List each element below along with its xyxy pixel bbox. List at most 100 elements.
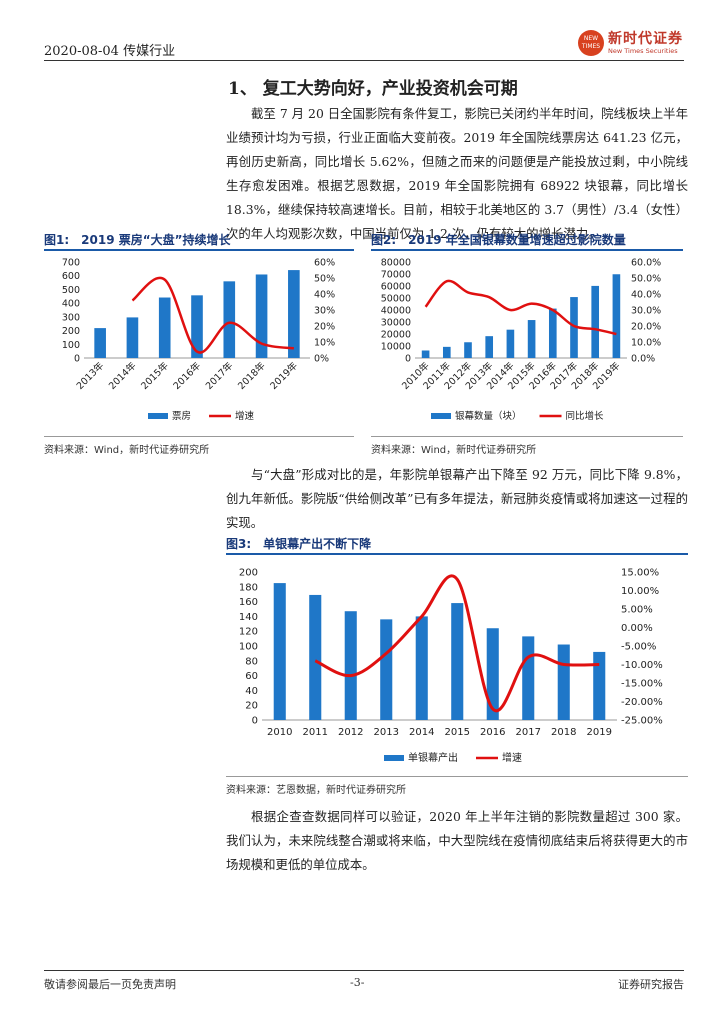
figure-2-rule [371,249,683,251]
growth-line [424,279,617,336]
bar [288,270,300,358]
x-axis-tick-label: 2015年 [139,359,172,392]
figure-3-title: 图3: 单银幕产出不断下降 [226,537,372,551]
x-axis-tick-label: 2019 [587,727,612,738]
legend-bar-swatch [384,755,404,761]
x-axis-tick-label: 2018 [551,727,576,738]
y2-axis-tick-label: 50.0% [631,274,661,285]
bar [485,336,494,358]
x-axis-tick-label: 2014年 [106,359,139,392]
y2-axis-tick-label: 20.0% [631,322,661,333]
bar [486,628,499,720]
y2-axis-tick-label: 40% [314,290,335,301]
bar [158,297,171,358]
y2-axis-tick-label: -5.00% [621,642,656,653]
figure-3-chart: 0 20 40 60 80 100 120 140 160 180 200 -25.00% -20.00… [239,568,663,765]
y-axis-tick-label: 100 [62,340,80,351]
bar [557,644,570,720]
bar [527,320,536,358]
report-industry: 传媒行业 [123,44,176,59]
bar [451,603,464,720]
bar [309,594,322,720]
page-number: -3- [350,976,365,989]
y2-axis-tick-label: -25.00% [621,716,663,727]
growth-line [314,574,600,713]
y2-axis-tick-label: 20% [314,322,335,333]
y-axis-tick-label: 700 [62,258,80,269]
bar [522,636,535,720]
figure-2-title: 图2: 2019 年全国银幕数量增速超过影院数量 [371,233,626,247]
y-axis-tick-label: 60 [245,671,258,682]
x-axis-tick-label: 2013 [374,727,399,738]
report-date: 2020-08-04 [44,44,119,59]
y-axis-tick-label: 200 [62,326,80,337]
bar [255,274,268,358]
y-axis-tick-label: 10000 [381,342,411,353]
bar [380,619,393,720]
x-axis-tick-label: 2011 [303,727,328,738]
legend-bar-label: 票房 [172,410,191,422]
bar [464,342,472,358]
y2-axis-tick-label: 30% [314,306,335,317]
y2-axis-tick-label: 60.0% [631,258,661,269]
growth-line [131,276,295,354]
bar [570,297,578,358]
y2-axis-tick-label: 10.0% [631,338,661,349]
legend-line-label: 增速 [235,410,255,422]
y2-axis-tick-label: 0% [314,354,329,365]
bar [593,651,606,720]
header-divider [44,60,684,61]
y2-axis-tick-label: 0.00% [621,623,653,634]
figure-3-rule [226,553,688,555]
section-title: 1、 复工大势向好，产业投资机会可期 [228,79,518,99]
figure-3-source: 资料来源：艺恩数据，新时代证券研究所 [226,785,406,796]
x-axis-tick-label: 2012 [338,727,363,738]
y-axis-tick-label: 80 [245,656,258,667]
legend-bar-swatch [431,413,451,419]
bar [344,611,357,720]
figure-2-chart: 0100002000030000400005000060000700008000… [381,258,661,423]
x-axis-tick-label: 2016年 [171,359,204,392]
y-axis-tick-label: 20000 [381,330,411,341]
y-axis-tick-label: 160 [239,597,258,608]
bar [442,346,451,358]
y-axis-tick-label: 70000 [381,270,411,281]
y-axis-tick-label: 600 [62,271,80,282]
y2-axis-tick-label: 60% [314,258,335,269]
paragraph-2: 与“大盘”形成对比的是，年影院单银幕产出下降至 92 万元，同比下降 9.8%，… [226,467,688,530]
footer-disclaimer: 敬请参阅最后一页免责声明 [44,978,176,991]
y-axis-tick-label: 30000 [381,318,411,329]
y-axis-tick-label: 0 [252,716,258,727]
bar [191,295,203,358]
figure-2-source: 资料来源：Wind，新时代证券研究所 [371,445,537,456]
bar [421,350,430,358]
bar [126,317,139,358]
bar [273,583,286,720]
figure-1-rule [44,249,354,251]
bar [612,274,621,358]
y-axis-tick-label: 40 [245,686,258,697]
x-axis-tick-label: 2017 [516,727,541,738]
y-axis-tick-label: 180 [239,582,258,593]
legend-bar-label: 单银幕产出 [408,751,458,764]
figure-1-bottom-rule [44,436,354,437]
bar [94,328,106,358]
y2-axis-tick-label: -15.00% [621,679,663,690]
bar [415,616,428,720]
y-axis-tick-label: 50000 [381,294,411,305]
footer-report-type: 证券研究报告 [618,978,684,991]
y2-axis-tick-label: 10.00% [621,586,659,597]
y2-axis-tick-label: 30.0% [631,306,661,317]
y-axis-tick-label: 40000 [381,306,411,317]
x-axis-tick-label: 2018年 [235,359,268,392]
bar [591,285,600,358]
x-axis-tick-label: 2019年 [268,359,301,392]
y-axis-tick-label: 0 [405,354,411,365]
bar [223,281,236,358]
y-axis-tick-label: 60000 [381,282,411,293]
y2-axis-tick-label: -10.00% [621,660,663,671]
x-axis-tick-label: 2014 [409,727,434,738]
y2-axis-tick-label: 15.00% [621,568,659,579]
x-axis-tick-label: 2017年 [203,359,236,392]
y-axis-tick-label: 300 [62,312,80,323]
